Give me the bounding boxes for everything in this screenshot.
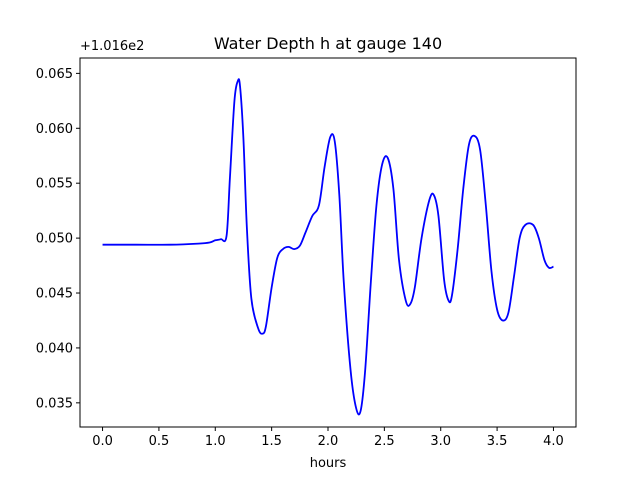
x-tick-label: 2.5: [374, 434, 395, 449]
y-tick-label: 0.065: [36, 67, 73, 82]
y-axis-offset-label: +1.016e2: [80, 39, 144, 54]
y-axis-ticks: 0.035 0.040 0.045 0.050 0.055 0.060 0.065: [36, 67, 80, 411]
x-tick-label: 0.5: [149, 434, 170, 449]
y-tick-label: 0.060: [36, 122, 73, 137]
x-axis-ticks: 0.0 0.5 1.0 1.5 2.0 2.5 3.0 3.5 4.0: [92, 427, 564, 449]
x-tick-label: 3.5: [487, 434, 508, 449]
y-tick-label: 0.040: [36, 341, 73, 356]
x-axis-label: hours: [310, 456, 347, 471]
plot-area: [102, 78, 554, 416]
axes-frame: [79, 57, 577, 428]
y-tick-label: 0.050: [36, 232, 73, 247]
y-tick-label: 0.055: [36, 177, 73, 192]
x-tick-label: 1.5: [261, 434, 282, 449]
y-tick-label: 0.035: [36, 396, 73, 411]
x-tick-label: 2.0: [318, 434, 339, 449]
x-tick-label: 1.0: [205, 434, 226, 449]
x-tick-label: 0.0: [92, 434, 113, 449]
chart-title: Water Depth h at gauge 140: [214, 34, 442, 53]
x-tick-label: 3.0: [430, 434, 451, 449]
y-tick-label: 0.045: [36, 287, 73, 302]
x-tick-label: 4.0: [543, 434, 564, 449]
series-line-water-depth: [102, 78, 554, 416]
